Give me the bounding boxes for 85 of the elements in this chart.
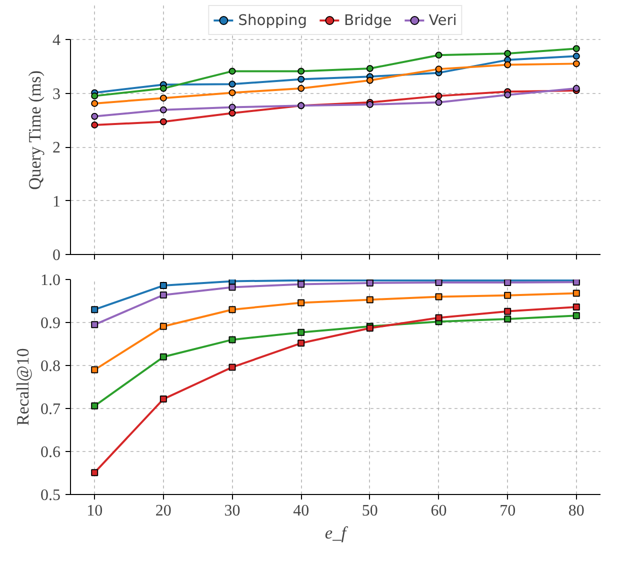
point bbox=[228, 336, 236, 344]
y-tick-label: 3 bbox=[52, 86, 60, 103]
point bbox=[572, 45, 580, 52]
point bbox=[298, 340, 305, 347]
y-tick-label: 0.8 bbox=[40, 358, 60, 375]
point bbox=[91, 402, 98, 410]
point bbox=[228, 68, 236, 75]
y-tick-label: 1 bbox=[52, 193, 60, 210]
point bbox=[160, 94, 167, 102]
point bbox=[572, 52, 580, 60]
point bbox=[504, 50, 512, 57]
point bbox=[91, 469, 98, 476]
point bbox=[435, 314, 442, 322]
point bbox=[160, 282, 167, 290]
x-tick-label: 30 bbox=[224, 502, 240, 520]
x-tick-label: 10 bbox=[86, 502, 103, 520]
point bbox=[504, 292, 512, 299]
point bbox=[504, 280, 512, 286]
point bbox=[366, 65, 374, 72]
point bbox=[504, 308, 512, 315]
y-axis-title: Query Time (ms) bbox=[26, 70, 44, 190]
point bbox=[504, 316, 512, 323]
point bbox=[366, 280, 374, 286]
x-tick-label: 40 bbox=[293, 502, 310, 520]
x-tick-label: 80 bbox=[568, 502, 584, 520]
point bbox=[298, 76, 305, 83]
point bbox=[435, 98, 442, 106]
y-tick-label: 0.7 bbox=[40, 401, 60, 418]
point bbox=[435, 52, 442, 59]
point bbox=[160, 396, 167, 403]
point bbox=[160, 322, 167, 330]
point bbox=[160, 118, 167, 126]
point bbox=[91, 321, 98, 328]
point bbox=[572, 60, 580, 68]
y-tick-label: 0.5 bbox=[40, 487, 60, 504]
point bbox=[504, 91, 512, 98]
point bbox=[298, 68, 305, 75]
point bbox=[366, 296, 374, 304]
point bbox=[228, 306, 236, 314]
x-tick-label: 60 bbox=[430, 502, 447, 520]
point bbox=[435, 92, 442, 100]
point bbox=[91, 306, 98, 314]
point bbox=[91, 121, 98, 128]
point bbox=[435, 66, 442, 73]
x-tick-label: 50 bbox=[362, 502, 378, 520]
y-tick-label: 0.6 bbox=[40, 444, 60, 461]
y-tick-label: 4 bbox=[52, 32, 60, 49]
legend-label: Veri bbox=[428, 12, 457, 28]
y-tick-label: 2 bbox=[52, 140, 60, 156]
point bbox=[91, 112, 98, 120]
x-tick-label: 70 bbox=[500, 502, 516, 520]
point bbox=[228, 284, 236, 291]
point bbox=[228, 89, 236, 96]
legend-label: Bridge bbox=[344, 12, 392, 28]
point bbox=[228, 364, 236, 371]
x-tick-label: 20 bbox=[155, 502, 172, 520]
point bbox=[91, 366, 98, 374]
point bbox=[228, 104, 236, 111]
y-tick-label: 0 bbox=[52, 247, 60, 264]
point bbox=[435, 280, 442, 286]
point bbox=[572, 312, 580, 320]
y-axis-title: Recall@10 bbox=[14, 348, 32, 426]
point bbox=[504, 61, 512, 68]
point bbox=[228, 80, 236, 88]
legend-label: Shopping bbox=[238, 12, 308, 28]
point bbox=[91, 92, 98, 100]
point bbox=[91, 100, 98, 107]
point bbox=[572, 290, 580, 297]
point bbox=[435, 293, 442, 300]
x-axis-title: e_f bbox=[324, 524, 348, 542]
point bbox=[572, 84, 580, 92]
point bbox=[298, 299, 305, 306]
point bbox=[160, 84, 167, 92]
point bbox=[572, 304, 580, 311]
point bbox=[298, 84, 305, 92]
y-tick-label: 0.9 bbox=[40, 315, 60, 332]
point bbox=[160, 291, 167, 298]
point bbox=[160, 353, 167, 360]
point bbox=[160, 106, 167, 114]
point bbox=[366, 101, 374, 108]
point bbox=[298, 328, 305, 336]
point bbox=[298, 280, 305, 288]
y-tick-label: 1.0 bbox=[40, 272, 60, 289]
point bbox=[366, 76, 374, 84]
point bbox=[228, 110, 236, 117]
